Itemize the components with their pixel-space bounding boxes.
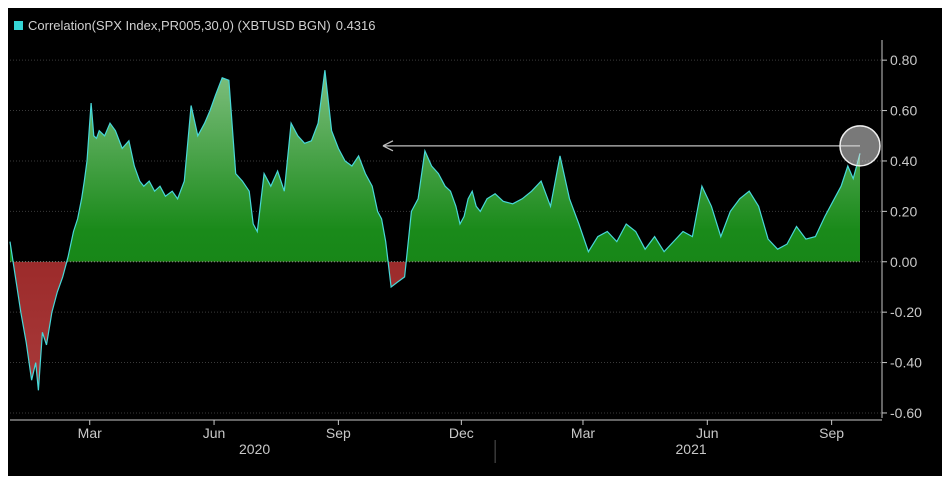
legend-value: 0.4316 [335,18,376,33]
y-tick-label: -0.40 [890,355,922,371]
y-tick-label: 0.20 [890,203,917,219]
x-tick-label: Mar [78,425,102,441]
year-label: 2020 [239,441,270,457]
x-tick-label: Jun [696,425,719,441]
y-tick-label: 0.80 [890,52,917,68]
annotation-arrow-head [382,140,394,152]
y-tick-label: -0.20 [890,304,922,320]
legend-label: Correlation(SPX Index,PR005,30,0) (XBTUS… [28,18,331,33]
legend: Correlation(SPX Index,PR005,30,0) (XBTUS… [14,18,376,33]
positive-area [10,70,860,262]
correlation-chart: 0.80 0.60 0.40 0.20 0.00 -0.20 -0.40 -0.60 Mar Ju… [9,40,922,463]
x-tick-label: Jun [203,425,226,441]
y-tick-label: -0.60 [890,405,922,421]
x-tick-label: Mar [571,425,595,441]
x-tick-label: Dec [449,425,474,441]
y-tick-label: 0.60 [890,103,917,119]
legend-swatch-icon [14,21,23,30]
series-line [9,70,861,391]
x-tick-label: Sep [326,425,351,441]
year-label: 2021 [676,441,707,457]
x-tick-label: Sep [819,425,844,441]
chart-frame: Correlation(SPX Index,PR005,30,0) (XBTUS… [8,8,942,476]
y-tick-label: 0.40 [890,153,917,169]
annotation-circle [839,125,881,167]
y-tick-label: 0.00 [890,254,917,270]
